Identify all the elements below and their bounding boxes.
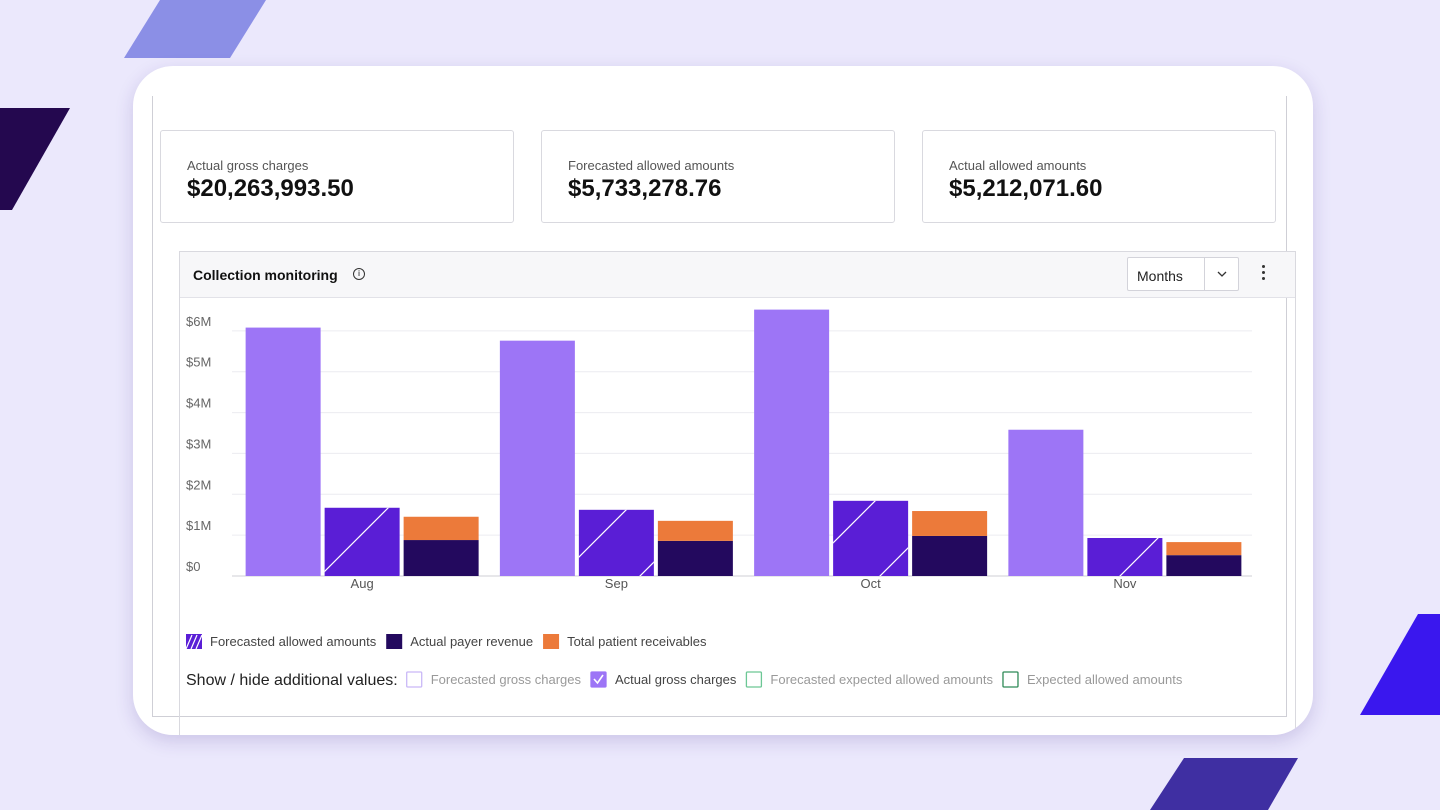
toggle-option-label: Forecasted expected allowed amounts [770, 672, 993, 687]
card-value: $20,263,993.50 [187, 175, 354, 202]
bar-hatch [833, 500, 909, 576]
card-value: $5,212,071.60 [949, 175, 1103, 202]
card-label: Actual gross charges [187, 158, 309, 173]
checkbox [1002, 671, 1019, 688]
card: Actual gross charges $20,263,993.50 [160, 130, 514, 223]
bar [1008, 429, 1084, 576]
legend-hatch-line [195, 634, 203, 650]
content: Actual gross charges $20,263,993.50 Forec… [152, 96, 1296, 735]
bar-hatch [1087, 538, 1163, 576]
toggle-option[interactable]: Actual gross charges [590, 671, 737, 688]
legend-label: Forecasted allowed amounts [210, 634, 377, 649]
bar-segment [912, 535, 988, 576]
toggle-option-label: Actual gross charges [615, 672, 737, 687]
info-icon[interactable]: i [353, 268, 365, 280]
legend-label: Actual payer revenue [410, 634, 533, 649]
toggle-option[interactable]: Forecasted expected allowed amounts [745, 671, 993, 688]
x-tick-label: Aug [351, 576, 374, 591]
card: Forecasted allowed amounts $5,733,278.76 [541, 130, 895, 223]
legend-hatch-line [185, 634, 193, 650]
period-select[interactable]: Months [1127, 257, 1239, 291]
x-tick-label: Nov [1113, 576, 1137, 591]
legend-label: Total patient receivables [567, 634, 707, 649]
bar-segment [403, 540, 479, 576]
card-label: Forecasted allowed amounts [568, 158, 735, 173]
bar [754, 309, 830, 576]
y-tick-label: $3M [186, 436, 211, 451]
chart-title: Collection monitoring [193, 267, 338, 283]
toggle-option[interactable]: Expected allowed amounts [1002, 671, 1183, 688]
bar-segment [657, 520, 733, 541]
bar-hatch [578, 509, 654, 576]
y-tick-label: $6M [186, 314, 211, 329]
y-tick-label: $2M [186, 477, 211, 492]
toggle-option[interactable]: Forecasted gross charges [406, 671, 582, 688]
bar [245, 327, 321, 576]
more-menu[interactable] [1262, 265, 1266, 283]
x-tick-label: Sep [605, 576, 628, 591]
select-value: Months [1137, 268, 1183, 284]
checkbox [745, 671, 763, 688]
bar-hatch [324, 507, 400, 576]
dropdown-arrow[interactable] [1204, 258, 1240, 290]
toggle-option-label: Forecasted gross charges [431, 672, 582, 687]
toggle-option-label: Expected allowed amounts [1027, 672, 1183, 687]
checkmark [593, 674, 604, 685]
card-label: Actual allowed amounts [949, 158, 1087, 173]
y-tick-label: $4M [186, 396, 211, 411]
y-tick-label: $0 [186, 559, 200, 574]
bar-segment [403, 516, 479, 541]
window: Actual gross charges $20,263,993.50 Forec… [133, 66, 1313, 735]
bar [499, 340, 575, 576]
card: Actual allowed amounts $5,212,071.60 [922, 130, 1276, 223]
y-tick-label: $1M [186, 518, 211, 533]
x-tick-label: Oct [861, 576, 882, 591]
panel-header: Collection monitoring i Months [180, 252, 1295, 298]
checkbox [406, 671, 423, 688]
bar-segment [912, 511, 988, 536]
bar-segment [657, 540, 733, 576]
legend-hatch-line [190, 634, 198, 650]
checkbox [590, 671, 607, 688]
bar-segment [1166, 555, 1242, 576]
y-tick-label: $5M [186, 355, 211, 370]
toggle-label: Show / hide additional values: [186, 672, 398, 689]
bar-segment [1166, 542, 1242, 556]
legend-swatch [543, 634, 560, 649]
chart-panel: Collection monitoring i Months [179, 251, 1296, 735]
card-value: $5,733,278.76 [568, 175, 722, 202]
legend-swatch [386, 634, 403, 649]
